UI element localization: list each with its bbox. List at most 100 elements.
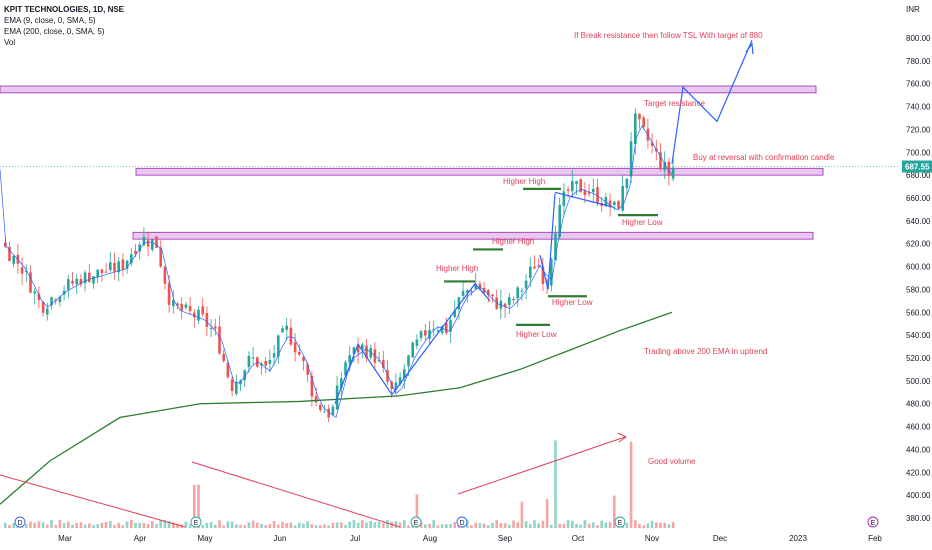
price-tick-label: 440.00 — [906, 445, 931, 454]
volume-bar — [281, 521, 284, 528]
volume-bar — [12, 522, 15, 528]
candle-body — [562, 191, 566, 206]
price-tick-label: 780.00 — [906, 57, 931, 66]
volume-bar — [58, 519, 62, 528]
volume-bar — [344, 524, 347, 528]
ema200-line — [0, 311, 673, 505]
candle-body — [75, 278, 78, 285]
volume-bar — [197, 484, 200, 528]
candle-body — [516, 287, 519, 299]
candle-body — [243, 370, 246, 381]
ema9-legend[interactable]: EMA (9, close, 0, SMA, 5) — [4, 16, 96, 25]
volume-bar — [235, 524, 238, 528]
volume-bar — [634, 520, 637, 528]
volume-bar — [184, 521, 188, 528]
candle-body — [604, 197, 608, 207]
candle-body — [298, 352, 301, 355]
volume-bar — [226, 521, 230, 528]
volume-bar — [629, 441, 633, 528]
candle-body — [407, 355, 410, 367]
volume-bar — [205, 522, 209, 528]
candle-body — [365, 345, 368, 359]
time-tick-label: Mar — [58, 534, 72, 543]
volume-bar — [646, 523, 650, 528]
volume-bar — [125, 521, 129, 528]
volume-trend-line — [191, 461, 401, 528]
volume-bar — [243, 525, 246, 528]
volume-bar — [428, 523, 431, 528]
candle-body — [436, 330, 440, 332]
symbol-title[interactable]: KPIT TECHNOLOGIES, 1D, NSE — [4, 5, 125, 14]
price-tick-label: 460.00 — [906, 423, 931, 432]
candle-body — [71, 280, 74, 284]
volume-bar — [247, 522, 251, 528]
candle-body — [634, 113, 637, 145]
buy-reversal-note: Buy at reversal with confirmation candle — [693, 153, 835, 162]
candle-body — [159, 247, 162, 267]
event-badge — [14, 516, 26, 528]
price-tick-label: 500.00 — [906, 377, 931, 386]
candle-body — [50, 297, 53, 306]
volume-bar — [512, 520, 515, 528]
candle-body — [58, 296, 62, 303]
candle-body — [361, 344, 364, 350]
volume-bar — [495, 520, 498, 528]
price-axis[interactable]: 380.00 400.00 420.00 440.00 460.00 480.00 500.… — [902, 5, 932, 523]
time-axis[interactable]: Mar Apr May Jun Jul Aug Sep Oct Nov Dec 2023 Feb D E E… — [14, 516, 882, 543]
swing-line — [334, 342, 393, 404]
volume-bar — [663, 522, 666, 528]
ema200-legend[interactable]: EMA (200, close, 0, SMA, 5) — [4, 27, 105, 36]
volume-bar — [365, 522, 368, 528]
candle-body — [613, 201, 616, 206]
resistance-zone — [0, 85, 817, 94]
volume-bar — [54, 524, 57, 528]
volume-bar — [4, 522, 7, 528]
candle-body — [352, 347, 356, 354]
volume-bar — [407, 525, 410, 528]
volume-legend[interactable]: Vol — [4, 38, 16, 47]
time-tick-label: 2023 — [789, 534, 807, 543]
last-price-badge — [902, 160, 932, 173]
volume-bar — [424, 524, 427, 528]
volume-bar — [67, 521, 70, 528]
volume-bar — [352, 520, 356, 528]
candle-body — [608, 200, 612, 208]
candle-body — [571, 180, 574, 192]
volume-bar — [600, 520, 603, 528]
candle-body — [142, 236, 146, 246]
candle-body — [83, 272, 87, 284]
volume-bar — [302, 523, 305, 528]
currency-label: INR — [906, 5, 920, 14]
event-badge — [867, 516, 879, 528]
candle-body — [293, 342, 297, 353]
volume-bar — [146, 524, 150, 528]
volume-bar — [356, 522, 360, 528]
volume-bar — [583, 519, 587, 528]
volume-bar — [306, 521, 309, 528]
volume-bar — [50, 519, 53, 528]
volume-bar — [251, 520, 255, 528]
volume-bar — [545, 499, 549, 528]
volume-bar — [453, 522, 456, 528]
volume-bar — [529, 524, 532, 528]
candle-body — [512, 298, 515, 300]
candle-body — [113, 263, 116, 272]
candle-body — [109, 262, 112, 271]
candle-body — [579, 179, 582, 193]
candle-body — [419, 331, 423, 338]
candle-body — [541, 266, 545, 284]
volume-bar — [340, 522, 343, 528]
candle-body — [491, 294, 494, 297]
resistance-zone — [135, 167, 824, 176]
volume-bar — [8, 524, 11, 528]
candle-body — [575, 181, 578, 185]
candle-body — [8, 246, 11, 262]
time-tick-label: Dec — [713, 534, 727, 543]
volume-bar — [466, 520, 469, 528]
candle-body — [25, 270, 28, 272]
candle-body — [125, 260, 129, 269]
volume-bar — [440, 524, 444, 528]
volume-bar — [613, 495, 616, 528]
candle-body — [554, 233, 557, 261]
